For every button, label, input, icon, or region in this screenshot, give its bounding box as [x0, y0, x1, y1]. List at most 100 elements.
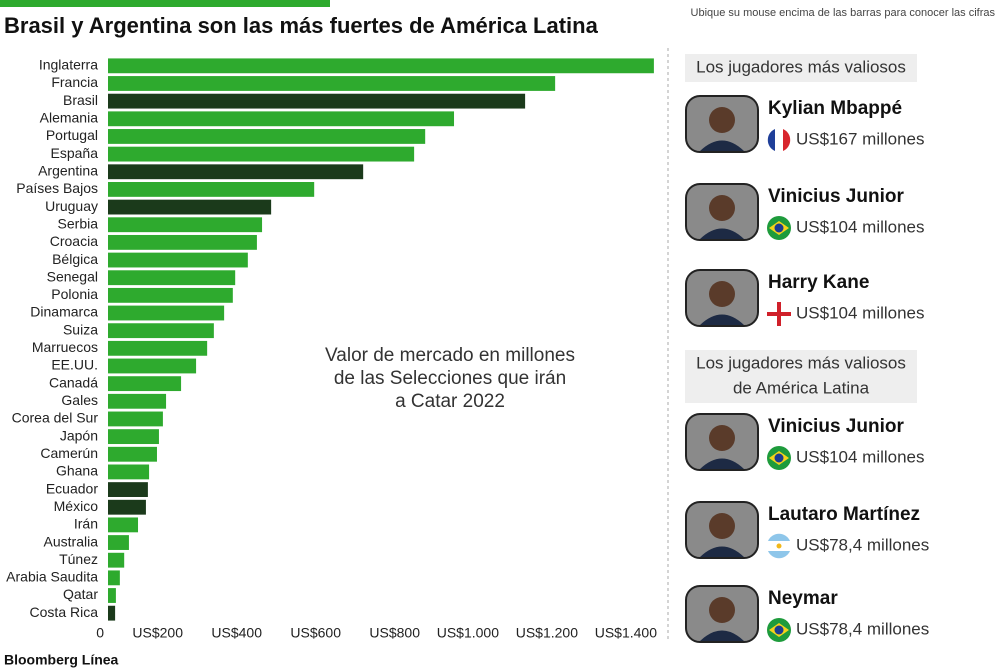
player-head [709, 195, 735, 221]
bar [108, 605, 116, 621]
y-tick-label: Arabia Saudita [6, 569, 98, 585]
y-tick-label: Serbia [58, 215, 99, 231]
x-tick-label: US$600 [290, 625, 341, 641]
y-tick-label: Corea del Sur [12, 410, 99, 426]
flag-part [776, 543, 782, 549]
y-tick-label: Ecuador [46, 480, 98, 496]
annotation: Valor de mercado en millones [325, 345, 575, 366]
heading-box [685, 350, 917, 403]
bar [108, 129, 426, 144]
y-tick-label: Uruguay [45, 198, 98, 214]
bar [108, 340, 208, 356]
bar [108, 358, 197, 374]
bar [108, 323, 214, 339]
y-tick-label: Camerún [40, 445, 98, 461]
bar [108, 376, 182, 392]
player-head [709, 597, 735, 623]
player-head [709, 281, 735, 307]
x-tick-label: US$1.200 [516, 625, 578, 641]
x-tick-label: US$400 [211, 625, 262, 641]
bar [108, 517, 139, 533]
player-body [700, 546, 744, 557]
player-body [700, 140, 744, 151]
flag [767, 618, 791, 642]
x-tick-label: US$800 [369, 625, 420, 641]
y-tick-label: Marruecos [32, 339, 98, 355]
player-value: US$167 millones [796, 129, 925, 148]
bar [108, 270, 236, 286]
subtitle: Ubique su mouse encima de las barras par… [691, 7, 996, 19]
bar [108, 252, 248, 268]
panel-heading: de América Latina [733, 378, 870, 397]
y-tick-label: España [51, 145, 99, 161]
bar [108, 199, 272, 215]
bar [108, 570, 120, 586]
y-tick-label: Países Bajos [16, 180, 98, 196]
y-tick-label: Inglaterra [39, 57, 98, 73]
y-tick-label: Dinamarca [30, 304, 98, 320]
player-value: US$104 millones [796, 447, 925, 466]
annotation: de las Selecciones que irán [334, 368, 566, 389]
flag-part [768, 551, 790, 559]
player-value: US$104 millones [796, 303, 925, 322]
player-value: US$78,4 millones [796, 619, 929, 638]
x-tick-label: US$1.400 [595, 625, 657, 641]
panel-heading: Los jugadores más valiosos [696, 57, 906, 76]
y-tick-label: México [54, 498, 99, 514]
flag-part [774, 453, 784, 463]
player-value: US$104 millones [796, 217, 925, 236]
flag [767, 216, 791, 240]
y-tick-label: Argentina [38, 162, 98, 178]
player-value: US$78,4 millones [796, 535, 929, 554]
player-name: Lautaro Martínez [768, 504, 920, 525]
bar [108, 393, 167, 409]
x-tick-label: 0 [96, 625, 104, 641]
bar [108, 535, 129, 550]
bar [108, 588, 116, 603]
bar [108, 411, 163, 427]
bar [108, 146, 415, 162]
flag-part [767, 312, 791, 316]
flag-part [774, 223, 784, 233]
bar [108, 287, 233, 303]
player-head [709, 107, 735, 133]
y-tick-label: Australia [44, 533, 99, 549]
player-name: Harry Kane [768, 272, 869, 293]
x-tick-label: US$1.000 [437, 625, 499, 641]
bar [108, 234, 257, 250]
player-name: Vinicius Junior [768, 186, 904, 207]
player-body [700, 458, 744, 469]
top-accent [0, 0, 330, 7]
y-tick-label: EE.UU. [51, 357, 98, 373]
player-name: Neymar [768, 588, 838, 609]
y-tick-label: Senegal [47, 268, 98, 284]
player-head [709, 513, 735, 539]
y-tick-label: Ghana [56, 463, 98, 479]
bar [108, 76, 556, 91]
player-name: Kylian Mbappé [768, 98, 902, 119]
y-tick-label: Suiza [63, 321, 98, 337]
player-name: Vinicius Junior [768, 416, 904, 437]
heading-box [685, 54, 917, 82]
bar [108, 305, 225, 321]
player-body [700, 314, 744, 325]
flag [767, 302, 791, 326]
player-body [700, 228, 744, 239]
y-tick-label: Alemania [40, 110, 99, 126]
bar [108, 429, 159, 445]
flag-part [774, 625, 784, 635]
chart-title: Brasil y Argentina son las más fuertes d… [4, 13, 599, 38]
bar [108, 111, 455, 127]
y-tick-label: Polonia [51, 286, 98, 302]
flag-part [767, 129, 775, 151]
bar [108, 552, 125, 568]
y-tick-label: Túnez [59, 551, 98, 567]
bar [108, 93, 526, 109]
flag [767, 128, 791, 152]
y-tick-label: Bélgica [52, 251, 98, 267]
bar [108, 482, 148, 497]
y-tick-label: Costa Rica [30, 604, 99, 620]
y-tick-label: Brasil [63, 92, 98, 108]
y-tick-label: Croacia [50, 233, 98, 249]
